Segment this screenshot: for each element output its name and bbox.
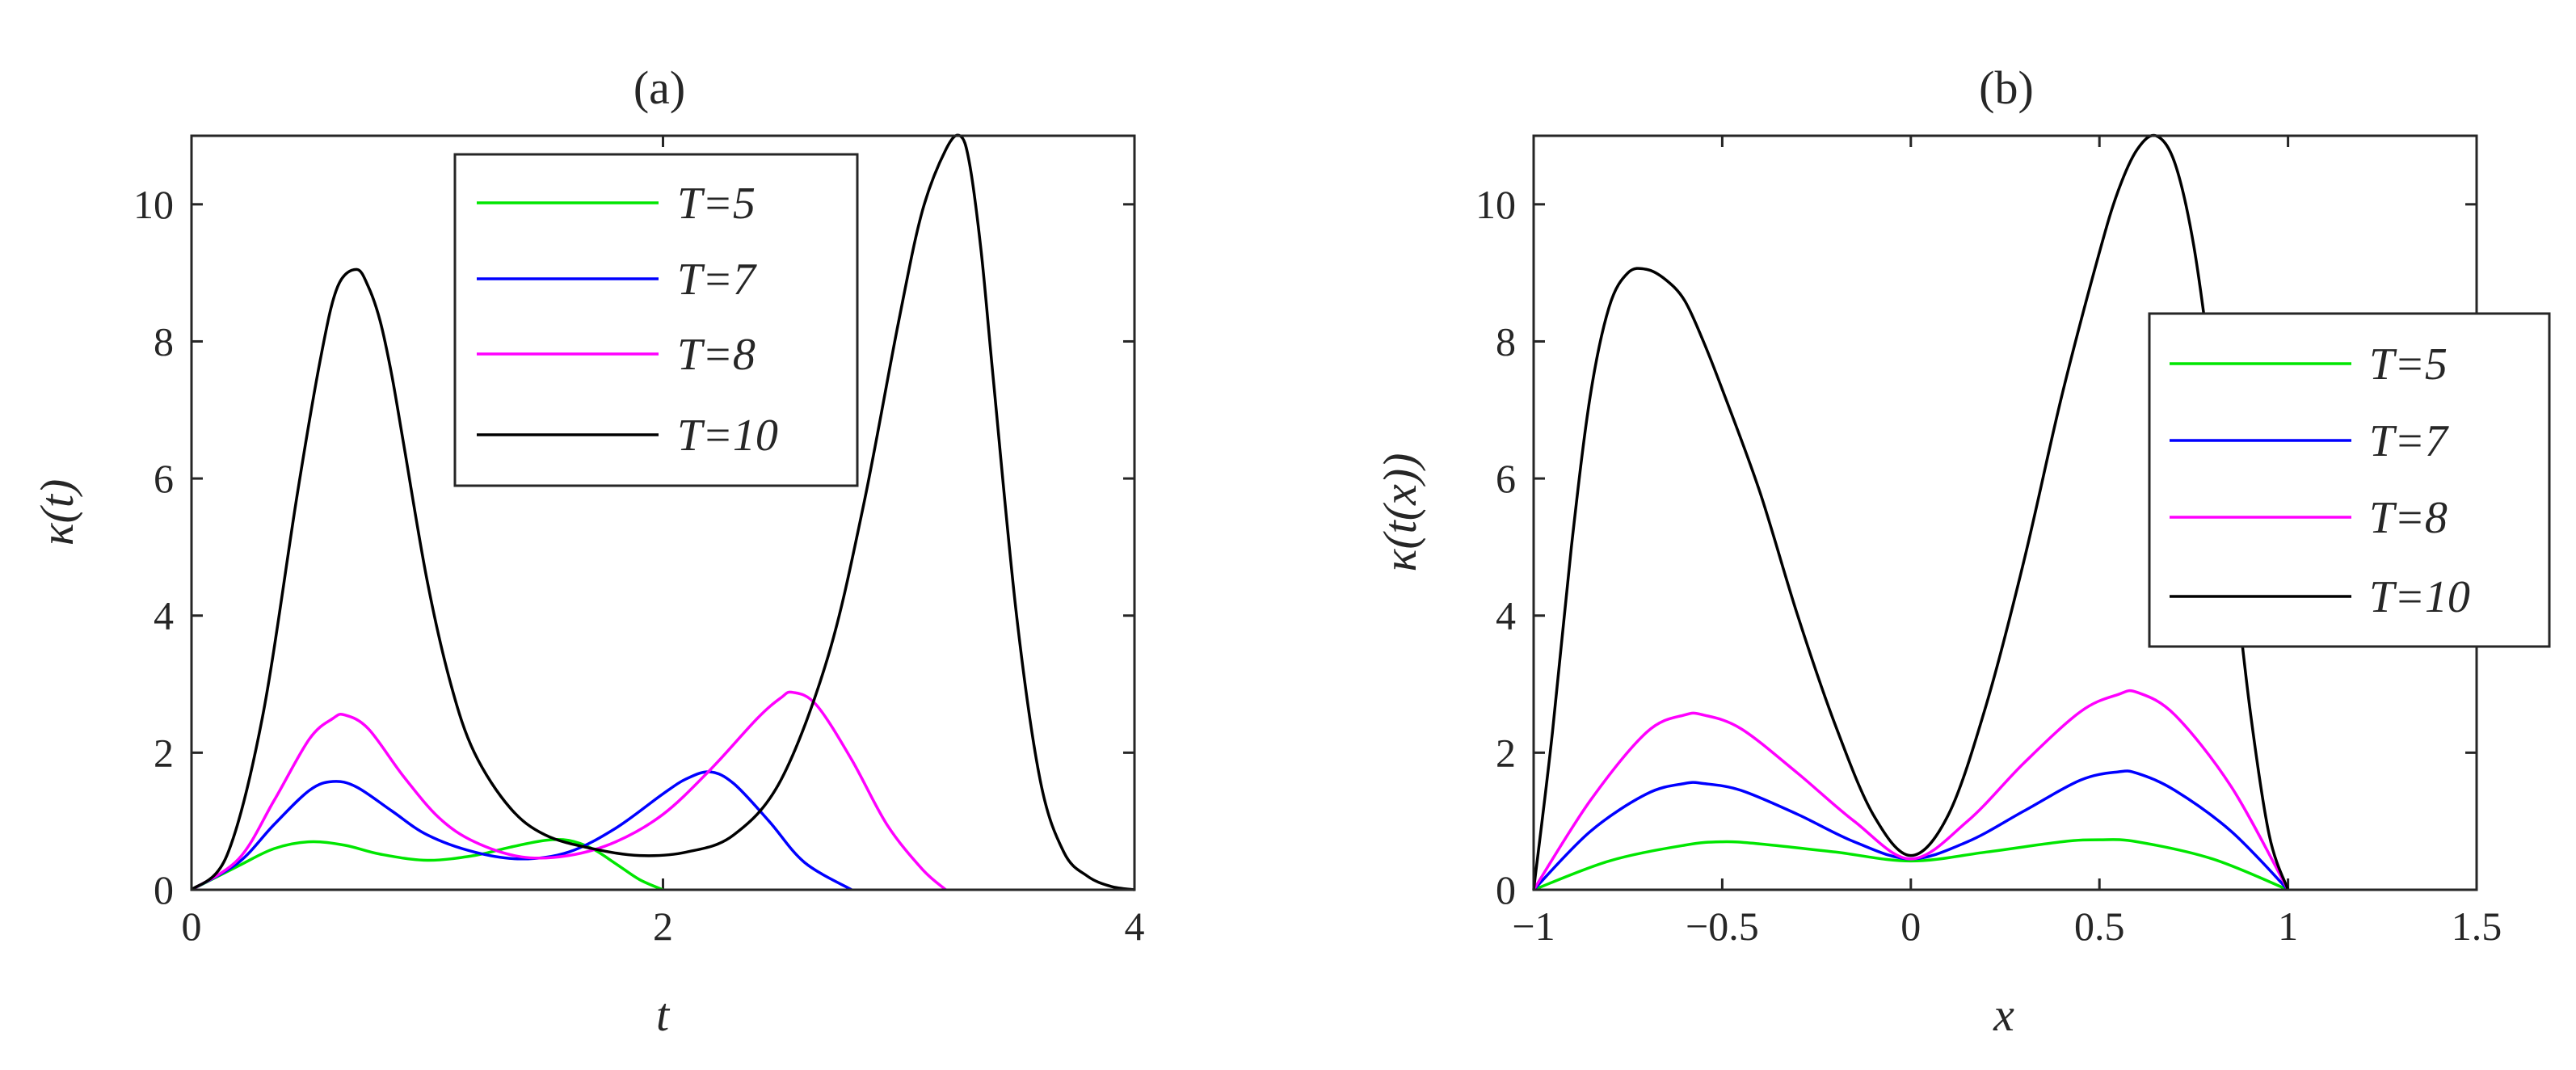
panel-a-title: (a): [633, 61, 685, 114]
panel-b-title: (b): [1979, 61, 2034, 114]
panel-b-legend-t5: T=5: [2369, 339, 2448, 390]
panel-b-legend-t10: T=10: [2369, 572, 2470, 622]
panel-b-legend-box: [2148, 312, 2551, 648]
panel-b-ticks: −1 −0.5 0 0.5 1 1.5 0 2 4 6 8 10: [1475, 136, 2502, 949]
panel-a-ytick-label-1: 2: [154, 730, 174, 775]
panel-a-legend-t10: T=10: [677, 411, 778, 461]
panel-b-series-T8: [1532, 689, 2290, 891]
panel-a: (a) 0 2 4 0 2 4 6 8 10 t κ(t) T=5 T=7 T=8 T=10: [31, 61, 1145, 1041]
panel-b-legend: T=5 T=7 T=8 T=10: [2148, 312, 2551, 648]
panel-b-xtick-label-2: 0: [1900, 904, 1921, 949]
panel-a-ylabel: κ(t): [31, 479, 83, 546]
panel-b: (b) −1 −0.5 0 0.5 1 1.5 0 2 4 6 8 10 x κ(t(x)) T=5 …: [1374, 61, 2551, 1041]
panel-a-ytick-label-3: 6: [154, 456, 174, 501]
panel-a-series-T5: [191, 837, 664, 891]
panel-b-xtick-label-1: −0.5: [1686, 904, 1759, 949]
panel-b-legend-t7: T=7: [2369, 416, 2449, 466]
panel-b-xtick-label-3: 0.5: [2074, 904, 2125, 949]
panel-a-series-T7: [191, 770, 852, 891]
panel-b-series-T5: [1533, 838, 2289, 891]
panel-a-xtick-label-0: 0: [182, 904, 202, 949]
panel-a-legend-box: [453, 153, 859, 487]
panel-a-xtick-label-2: 4: [1125, 904, 1145, 949]
panel-b-xtick-label-5: 1.5: [2452, 904, 2502, 949]
panel-a-legend-t8: T=8: [677, 330, 756, 380]
panel-b-legend-t8: T=8: [2369, 493, 2448, 543]
panel-b-ytick-label-5: 10: [1475, 182, 1516, 227]
panel-b-xtick-label-4: 1: [2278, 904, 2298, 949]
panel-a-xtick-label-1: 2: [653, 904, 673, 949]
panel-b-ytick-label-3: 6: [1496, 456, 1516, 501]
panel-a-series-T10: [190, 133, 1135, 891]
panel-a-curves: [190, 133, 1135, 891]
panel-a-ytick-label-4: 8: [154, 318, 174, 364]
panel-a-legend-t5: T=5: [677, 179, 756, 229]
panel-b-ytick-label-4: 8: [1496, 318, 1516, 364]
panel-b-ytick-label-2: 4: [1496, 593, 1516, 638]
panel-a-legend: T=5 T=7 T=8 T=10: [453, 153, 859, 487]
panel-b-series-T7: [1532, 769, 2289, 891]
panel-a-ytick-label-0: 0: [154, 867, 174, 912]
panel-b-xlabel: x: [1993, 988, 2014, 1041]
panel-b-xtick-label-0: −1: [1512, 904, 1555, 949]
panel-b-ytick-label-1: 2: [1496, 730, 1516, 775]
panel-a-legend-t7: T=7: [677, 255, 757, 305]
panel-a-frame: [190, 134, 1136, 891]
panel-a-series-T8: [191, 690, 947, 891]
panel-a-xlabel: t: [656, 988, 671, 1041]
panel-a-ticks: 0 2 4 0 2 4 6 8 10: [133, 136, 1145, 949]
panel-b-ytick-label-0: 0: [1496, 867, 1516, 912]
panel-a-ytick-label-2: 4: [154, 593, 174, 638]
panel-b-ylabel: κ(t(x)): [1374, 453, 1426, 572]
panel-a-ytick-label-5: 10: [133, 182, 174, 227]
